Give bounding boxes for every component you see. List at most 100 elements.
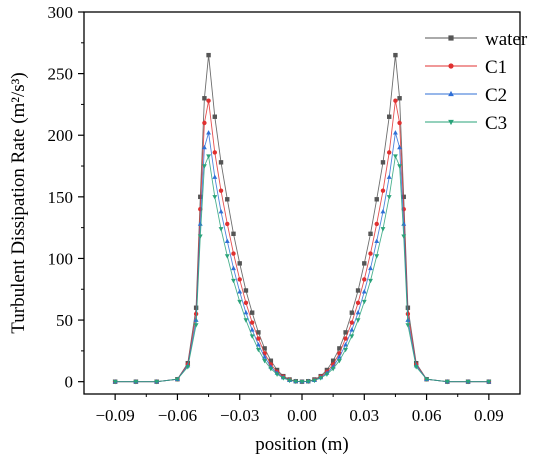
data-point	[361, 289, 367, 294]
x-axis-ticks: −0.09 −0.06 −0.03 0.00 0.03 0.06 0.09	[95, 394, 504, 425]
data-point	[249, 310, 255, 315]
legend-label: C1	[485, 57, 507, 78]
data-point	[343, 330, 348, 335]
data-point	[218, 160, 224, 165]
data-point	[262, 346, 267, 351]
data-point	[362, 261, 367, 266]
data-point	[256, 336, 261, 341]
series-line	[115, 132, 489, 383]
data-point	[212, 150, 217, 155]
data-point	[355, 318, 361, 323]
data-point	[318, 376, 324, 381]
data-point	[387, 150, 392, 155]
data-point	[368, 231, 373, 237]
data-point	[293, 379, 299, 385]
data-point	[299, 379, 305, 385]
data-point	[386, 195, 392, 200]
y-axis-title: Turbulent Dissipation Rate (m²/s³)	[8, 72, 29, 333]
data-point	[249, 334, 255, 339]
y-tick-label: 200	[48, 126, 74, 145]
data-point	[397, 96, 402, 101]
y-tick-label: 250	[48, 65, 74, 84]
series-line	[115, 154, 489, 383]
data-point	[368, 251, 373, 256]
data-point	[397, 164, 403, 169]
data-point	[133, 379, 139, 385]
x-tick-label: 0.03	[349, 406, 379, 425]
legend-label: C2	[485, 85, 507, 106]
data-point	[225, 197, 230, 202]
series-c1	[112, 98, 492, 384]
data-point	[212, 114, 217, 119]
data-point	[249, 320, 255, 325]
data-point	[349, 310, 355, 315]
data-point	[268, 358, 274, 363]
data-point	[274, 372, 280, 377]
data-point	[154, 379, 160, 385]
data-point	[424, 377, 429, 382]
series-c3	[112, 154, 492, 385]
y-tick-label: 300	[48, 3, 74, 22]
data-point	[448, 35, 454, 41]
data-point	[206, 98, 211, 103]
legend-item-c1: C1	[425, 57, 507, 78]
x-tick-label: 0.06	[412, 406, 442, 425]
data-point	[197, 221, 203, 226]
y-tick-label: 50	[56, 311, 73, 330]
data-point	[256, 330, 261, 335]
y-tick-label: 150	[48, 188, 74, 207]
y-axis-ticks: 0 50 100 150 200 250 300	[48, 3, 84, 392]
legend: water C1 C2 C3	[425, 29, 528, 134]
data-point	[268, 366, 274, 372]
data-point	[361, 299, 367, 305]
data-point	[362, 277, 367, 282]
data-point	[330, 366, 336, 372]
data-point	[225, 221, 230, 227]
legend-item-c3: C3	[425, 113, 507, 134]
data-point	[202, 120, 207, 126]
series-c2	[112, 130, 492, 384]
data-point	[198, 194, 203, 200]
data-point	[231, 278, 236, 284]
data-point	[197, 234, 203, 239]
data-point	[202, 96, 207, 101]
data-point	[380, 227, 386, 232]
data-point	[212, 195, 218, 200]
plot-border	[83, 11, 521, 395]
data-point	[243, 300, 249, 306]
data-point	[193, 323, 199, 328]
data-point	[324, 372, 330, 377]
data-point	[349, 327, 355, 332]
data-point	[212, 174, 218, 179]
data-point	[486, 379, 492, 385]
data-point	[397, 144, 403, 150]
x-tick-label: −0.06	[158, 406, 197, 425]
data-point	[448, 119, 454, 126]
data-point	[465, 379, 471, 385]
data-point	[243, 310, 249, 315]
data-point	[401, 234, 407, 239]
legend-item-c2: C2	[425, 85, 507, 106]
x-axis-title: position (m)	[255, 434, 348, 455]
data-point	[336, 358, 342, 364]
data-point	[343, 342, 349, 347]
legend-label: C3	[485, 113, 507, 134]
data-point	[444, 379, 450, 385]
data-point	[374, 254, 380, 259]
x-tick-label: −0.03	[220, 406, 259, 425]
data-point	[218, 208, 224, 214]
series-layer	[112, 52, 492, 385]
data-point	[224, 254, 230, 259]
data-point	[206, 154, 211, 159]
data-point	[255, 342, 261, 347]
data-point	[112, 379, 118, 385]
data-point	[280, 376, 286, 381]
data-point	[349, 334, 355, 339]
data-point	[448, 63, 454, 69]
data-point	[243, 288, 249, 293]
data-point	[337, 346, 342, 351]
plot-frame	[83, 11, 521, 395]
data-point	[401, 194, 406, 200]
data-point	[237, 277, 242, 282]
